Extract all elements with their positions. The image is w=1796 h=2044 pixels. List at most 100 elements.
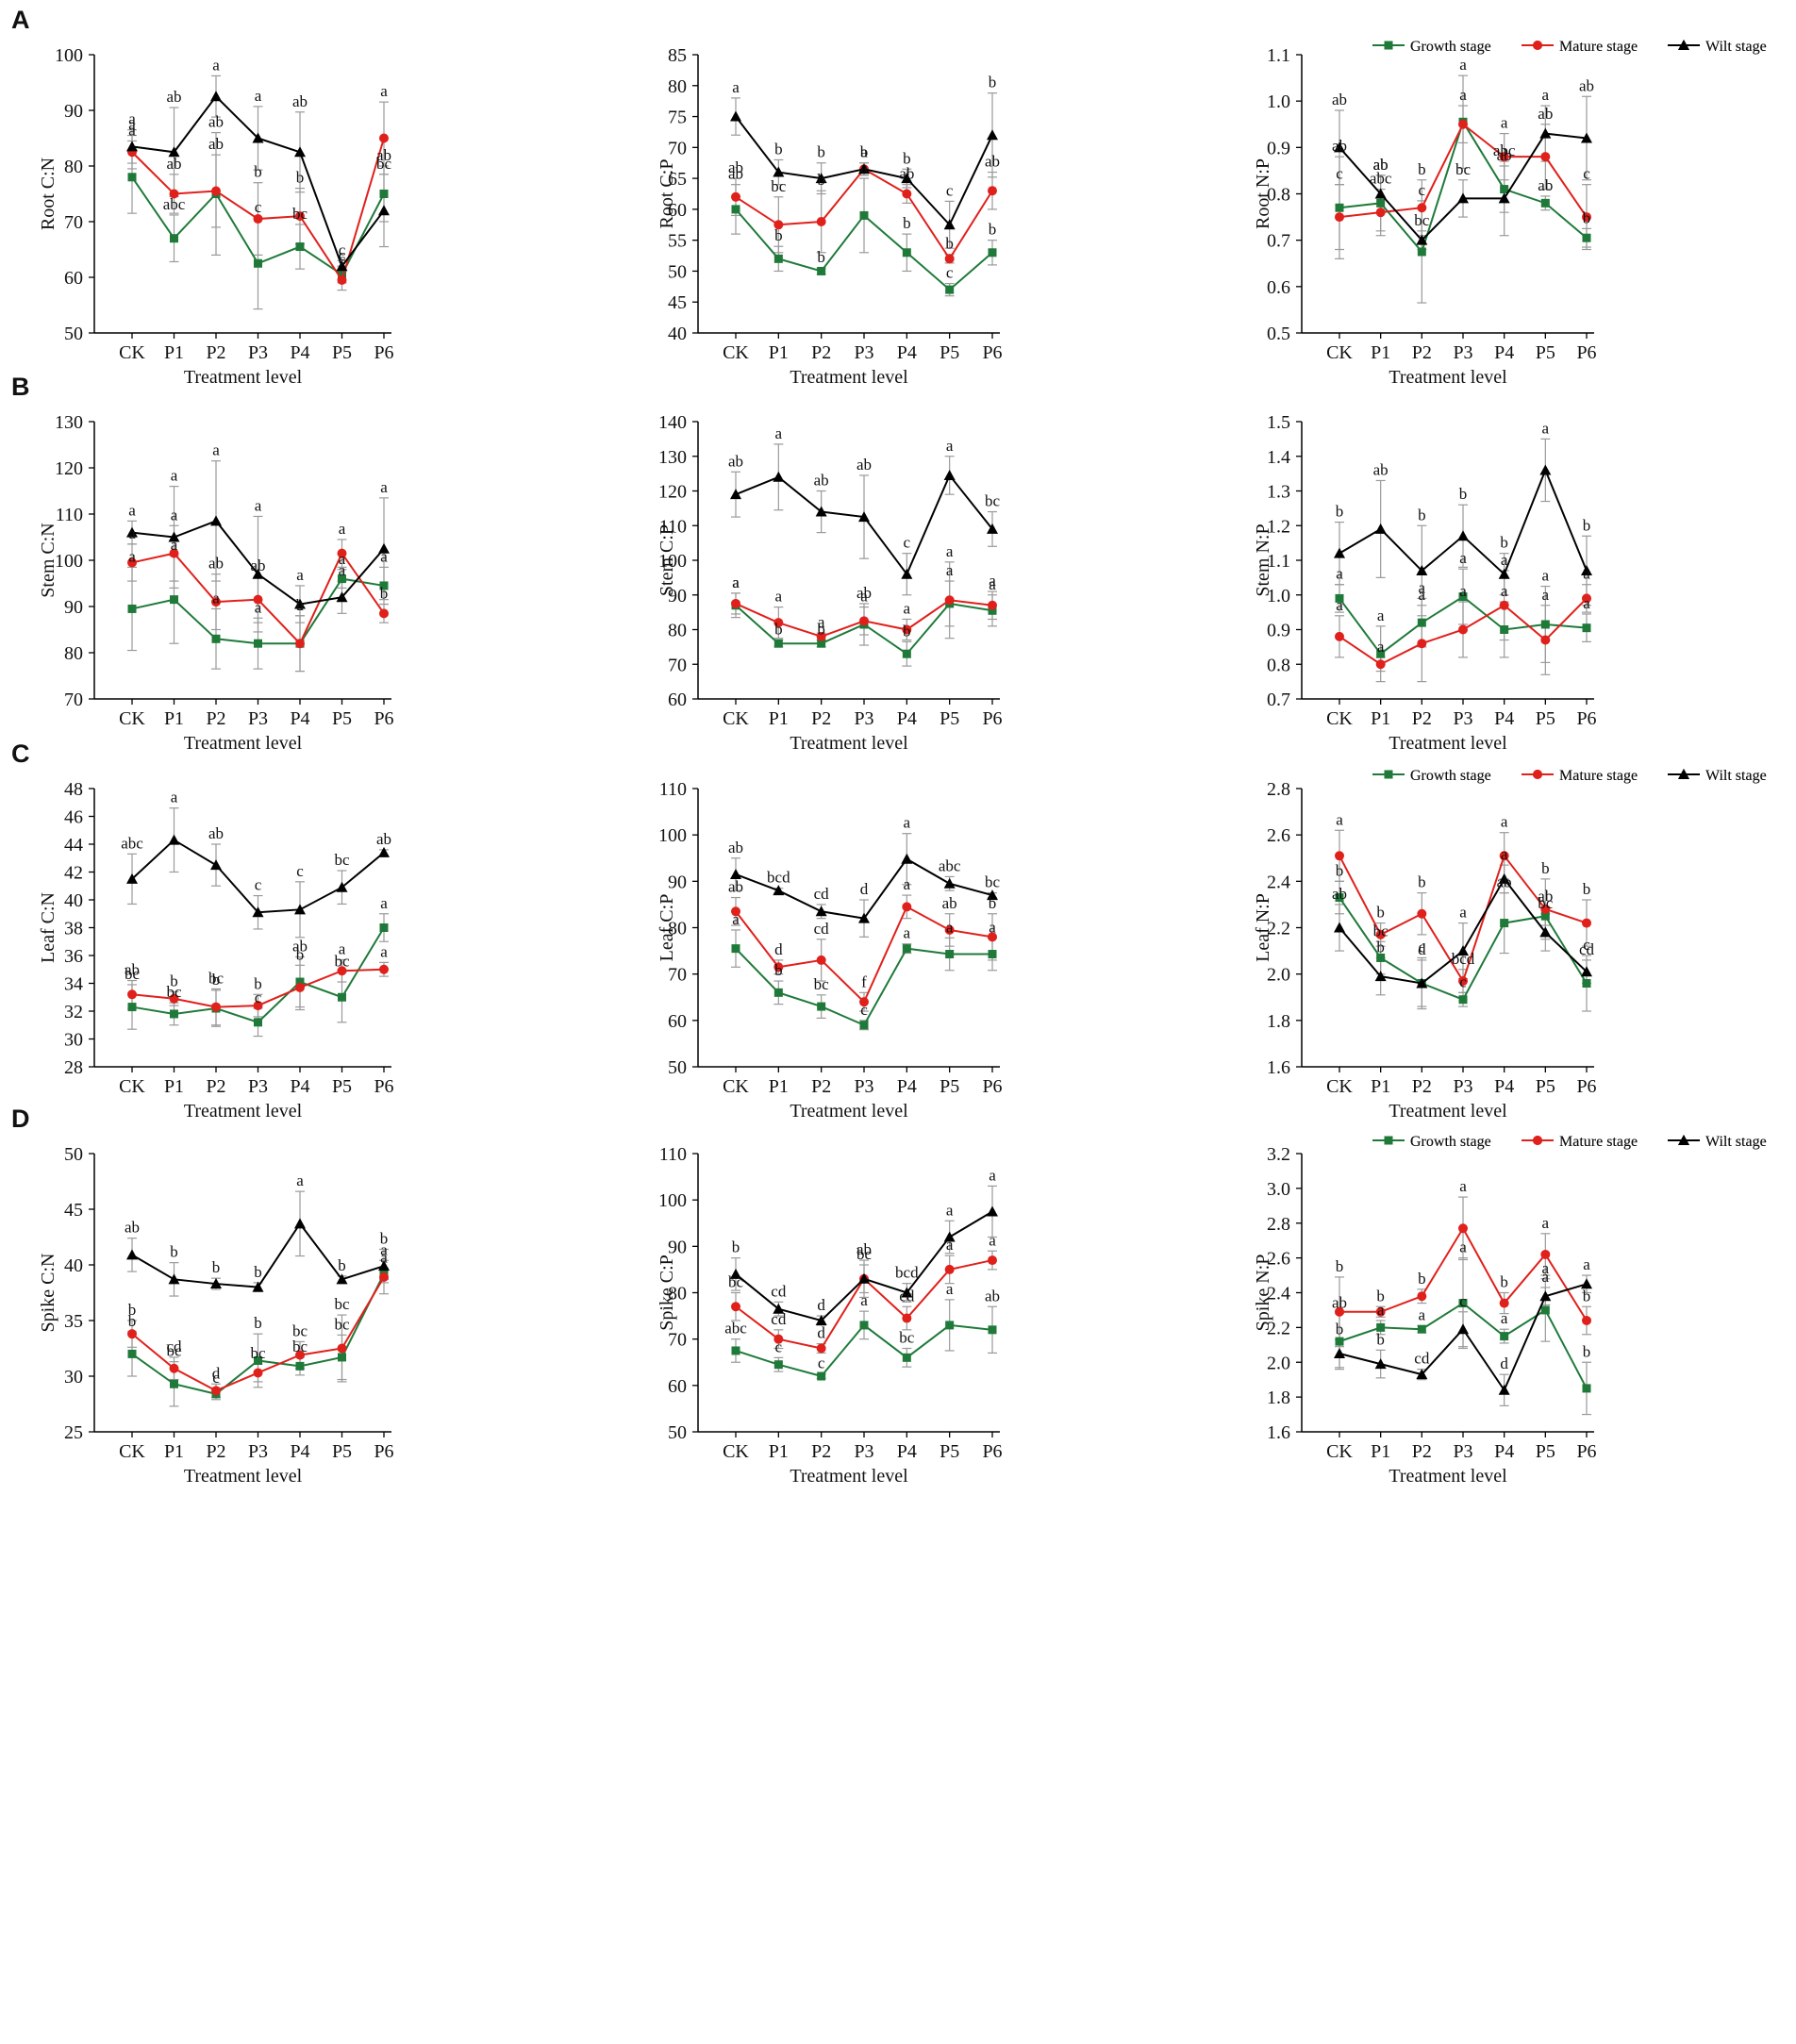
y-tick-label: 2.6 (1267, 1249, 1290, 1270)
x-tick-label: CK (723, 1441, 749, 1462)
significance-label: bc (899, 1329, 915, 1347)
x-tick-label: P5 (940, 708, 959, 729)
significance-label: b (945, 235, 954, 253)
data-point (902, 1313, 912, 1323)
y-axis-label: Stem N:P (1253, 523, 1273, 596)
x-tick-label: CK (119, 708, 145, 729)
legend-marker (1384, 41, 1393, 50)
data-point (731, 906, 740, 917)
x-tick-label: P4 (1494, 342, 1514, 363)
x-axis-label: Treatment level (1389, 1466, 1507, 1487)
significance-label: a (989, 918, 996, 936)
x-tick-label: P3 (1453, 708, 1472, 729)
data-point (254, 258, 262, 268)
x-tick-label: P6 (374, 1076, 393, 1097)
significance-label: ab (376, 146, 391, 164)
data-point (817, 639, 826, 648)
data-point (943, 877, 956, 889)
significance-label: c (1459, 1292, 1467, 1310)
y-tick-label: 80 (668, 1284, 687, 1305)
legend-label-mature: Mature stage (1559, 768, 1638, 784)
y-tick-label: 0.8 (1267, 655, 1290, 675)
significance-label: a (1459, 56, 1467, 74)
y-tick-label: 1.0 (1267, 586, 1290, 607)
data-point (859, 997, 869, 1007)
x-tick-label: P1 (164, 1076, 184, 1097)
data-point (1417, 908, 1427, 919)
x-tick-label: P2 (811, 342, 831, 363)
data-point (379, 964, 389, 974)
data-point (126, 526, 138, 538)
significance-label: b (296, 169, 305, 187)
y-tick-label: 120 (55, 458, 83, 479)
data-point (1335, 593, 1344, 603)
y-tick-label: 38 (64, 919, 83, 939)
y-axis-label: Leaf C:N (38, 892, 58, 963)
data-point (815, 173, 827, 184)
y-tick-label: 30 (64, 1030, 83, 1051)
data-point (1582, 593, 1591, 604)
data-point (731, 191, 740, 202)
x-tick-label: P5 (332, 1441, 352, 1462)
x-tick-label: P5 (332, 708, 352, 729)
legend-label-wilt: Wilt stage (1705, 1134, 1767, 1150)
significance-label: a (380, 478, 388, 496)
y-tick-label: 70 (668, 138, 687, 158)
significance-label: ab (856, 584, 872, 602)
data-point (1335, 212, 1344, 223)
x-axis-label: Treatment level (184, 733, 303, 754)
data-point (378, 846, 390, 857)
significance-label: a (1542, 86, 1550, 104)
significance-label: a (1459, 1238, 1467, 1256)
y-tick-label: 90 (64, 101, 83, 122)
significance-label: b (903, 622, 911, 640)
data-point (378, 1260, 390, 1271)
data-point (170, 1379, 178, 1388)
significance-label: c (255, 876, 262, 894)
y-tick-label: 110 (56, 505, 83, 525)
y-tick-label: 2.2 (1267, 919, 1290, 939)
significance-label: b (1336, 1320, 1344, 1338)
significance-label: a (1336, 596, 1343, 614)
significance-label: ab (1332, 1294, 1347, 1312)
significance-label: bc (334, 1315, 350, 1333)
x-tick-label: P3 (248, 708, 268, 729)
significance-label: a (296, 1172, 304, 1189)
significance-label: c (1459, 972, 1467, 990)
data-point (773, 962, 784, 972)
x-tick-label: P6 (374, 342, 393, 363)
legend-label-growth: Growth stage (1410, 768, 1491, 784)
legend: Growth stage Mature stage Wilt stage (1372, 39, 1767, 55)
x-tick-label: CK (119, 1441, 145, 1462)
x-tick-label: P6 (1576, 1441, 1596, 1462)
legend-marker (1678, 40, 1689, 50)
x-tick-label: P6 (374, 1441, 393, 1462)
chart-panel: 0.5 0.6 0.7 0.8 0.9 1.0 1.1 CK P1 P2 P3 P4 P5 P6 Treat… (1253, 39, 1767, 388)
data-point (295, 982, 305, 992)
significance-label: d (212, 1364, 221, 1382)
data-point (294, 598, 306, 609)
significance-label: a (732, 910, 740, 928)
x-tick-label: P6 (1576, 708, 1596, 729)
y-tick-label: 90 (668, 1237, 687, 1257)
significance-label: b (1583, 880, 1591, 898)
data-point (127, 1329, 137, 1339)
y-tick-label: 1.2 (1267, 516, 1290, 537)
data-point (210, 91, 222, 102)
data-point (1458, 1299, 1468, 1308)
x-tick-label: P2 (1412, 708, 1432, 729)
data-point (858, 912, 870, 923)
significance-label: a (1501, 114, 1508, 132)
x-tick-label: CK (119, 1076, 145, 1097)
data-point (295, 1350, 305, 1360)
y-tick-label: 100 (658, 551, 687, 572)
data-point (1582, 918, 1591, 928)
y-tick-label: 1.0 (1267, 91, 1290, 112)
data-point (379, 1271, 389, 1282)
significance-label: d (1500, 1354, 1508, 1372)
data-point (254, 1355, 262, 1365)
data-point (944, 1264, 955, 1274)
significance-label: ab (1332, 885, 1347, 903)
y-tick-label: 90 (668, 872, 687, 892)
significance-label: a (904, 924, 911, 942)
